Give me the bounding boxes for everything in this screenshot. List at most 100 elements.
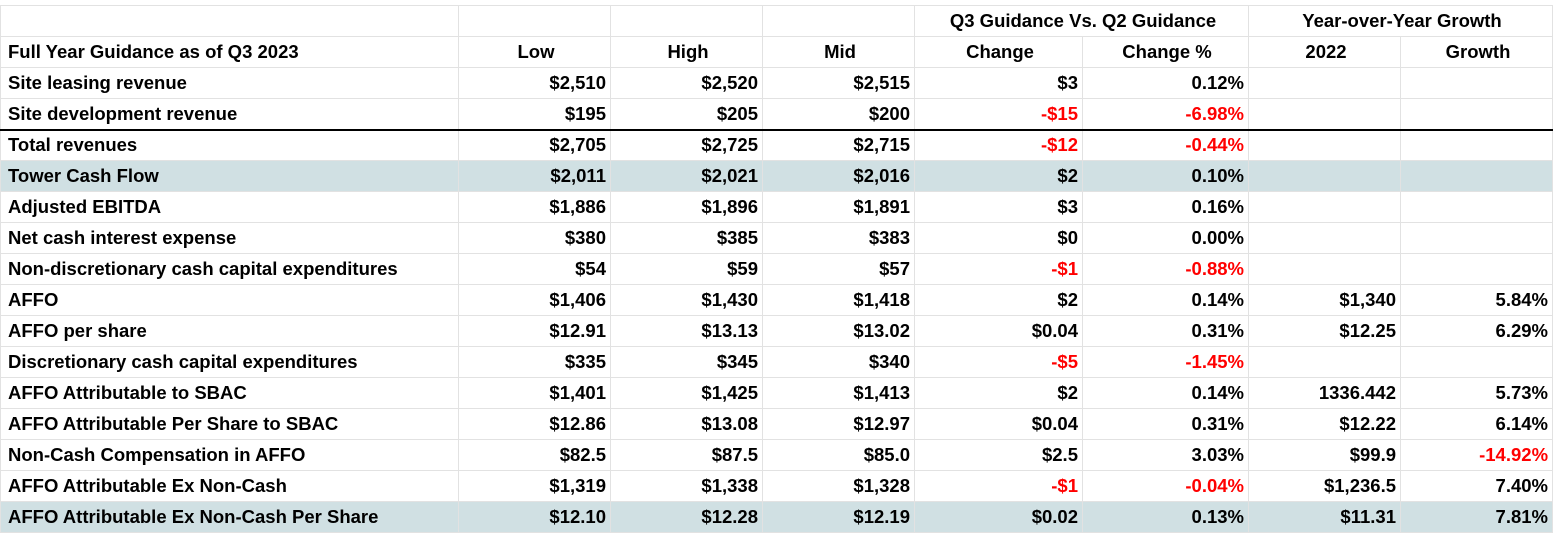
cell: $335: [458, 346, 611, 378]
cell: [1399, 98, 1554, 130]
row-label: Adjusted EBITDA: [0, 191, 459, 223]
table-row: AFFO Attributable Ex Non-Cash $1,319 $1,33…: [0, 470, 1554, 502]
column-header: High: [610, 36, 763, 68]
cell: $2: [914, 284, 1083, 316]
cell: $1,413: [762, 377, 915, 409]
cell: $1,896: [610, 191, 763, 223]
column-header: Mid: [762, 36, 915, 68]
cell: [1248, 67, 1401, 99]
column-header: Full Year Guidance as of Q3 2023: [0, 36, 459, 68]
cell: 6.14%: [1399, 408, 1554, 440]
table-row: Discretionary cash capital expenditures $…: [0, 346, 1554, 378]
column-header: Growth: [1399, 36, 1554, 68]
cell: [1248, 253, 1401, 285]
cell: $345: [610, 346, 763, 378]
table-row: AFFO $1,406 $1,430 $1,418 $2 0.14% $1,340 5.84%: [0, 284, 1554, 316]
cell: $87.5: [610, 439, 763, 471]
cell: $12.19: [762, 501, 915, 533]
cell: [1399, 346, 1554, 378]
cell: $12.86: [458, 408, 611, 440]
table-row: Total revenues $2,705 $2,725 $2,715 -$12 -0.4…: [0, 128, 1554, 161]
cell: -14.92%: [1399, 439, 1554, 471]
group-header: Year-over-Year Growth: [1247, 5, 1554, 37]
cell: $2,520: [610, 67, 763, 99]
cell: 0.13%: [1082, 501, 1249, 533]
cell: $99.9: [1248, 439, 1401, 471]
row-label: Net cash interest expense: [0, 222, 459, 254]
cell: [1248, 128, 1401, 161]
guidance-table: Q3 Guidance Vs. Q2 Guidance Year-over-Ye…: [0, 5, 1554, 533]
group-header-row: Q3 Guidance Vs. Q2 Guidance Year-over-Ye…: [0, 5, 1554, 37]
cell: $0.04: [914, 315, 1083, 347]
cell: $2,725: [610, 128, 763, 161]
cell: $11.31: [1248, 501, 1401, 533]
cell: $1,338: [610, 470, 763, 502]
cell: $12.28: [610, 501, 763, 533]
table-body: Q3 Guidance Vs. Q2 Guidance Year-over-Ye…: [0, 5, 1554, 533]
cell: $12.10: [458, 501, 611, 533]
cell: $0.04: [914, 408, 1083, 440]
column-header: Change: [914, 36, 1083, 68]
cell: $12.91: [458, 315, 611, 347]
cell: $13.13: [610, 315, 763, 347]
cell: 0.14%: [1082, 377, 1249, 409]
cell: -0.44%: [1082, 128, 1249, 161]
table-row: AFFO Attributable Ex Non-Cash Per Share $…: [0, 501, 1554, 533]
row-label: AFFO Attributable Ex Non-Cash Per Share: [0, 501, 459, 533]
cell: 0.16%: [1082, 191, 1249, 223]
cell: [1399, 67, 1554, 99]
cell: 0.14%: [1082, 284, 1249, 316]
row-label: Total revenues: [0, 128, 459, 161]
cell: $2,515: [762, 67, 915, 99]
cell: $59: [610, 253, 763, 285]
cell: $54: [458, 253, 611, 285]
cell: $12.97: [762, 408, 915, 440]
cell: [1399, 160, 1554, 192]
cell: -$1: [914, 253, 1083, 285]
cell: $13.02: [762, 315, 915, 347]
cell: -$1: [914, 470, 1083, 502]
cell: -$12: [914, 128, 1083, 161]
table-row: Non-Cash Compensation in AFFO $82.5 $87.5 $…: [0, 439, 1554, 471]
cell: $2,016: [762, 160, 915, 192]
cell: [1399, 128, 1554, 161]
cell: $2,021: [610, 160, 763, 192]
cell: 7.81%: [1399, 501, 1554, 533]
cell: $2,715: [762, 128, 915, 161]
row-label: AFFO Attributable Ex Non-Cash: [0, 470, 459, 502]
cell: 0.31%: [1082, 408, 1249, 440]
row-label: Tower Cash Flow: [0, 160, 459, 192]
cell: -$5: [914, 346, 1083, 378]
cell: $3: [914, 67, 1083, 99]
table-row: AFFO Attributable to SBAC $1,401 $1,425 $1,…: [0, 377, 1554, 409]
cell: [0, 5, 459, 37]
cell: $205: [610, 98, 763, 130]
cell: 3.03%: [1082, 439, 1249, 471]
cell: 0.31%: [1082, 315, 1249, 347]
cell: [1248, 98, 1401, 130]
cell: 5.73%: [1399, 377, 1554, 409]
cell: $2.5: [914, 439, 1083, 471]
column-header-row: Full Year Guidance as of Q3 2023 Low High M…: [0, 36, 1554, 68]
cell: $2: [914, 160, 1083, 192]
cell: $1,319: [458, 470, 611, 502]
cell: $340: [762, 346, 915, 378]
cell: 0.10%: [1082, 160, 1249, 192]
cell: 7.40%: [1399, 470, 1554, 502]
cell: [1399, 191, 1554, 223]
cell: $12.22: [1248, 408, 1401, 440]
row-label: Site development revenue: [0, 98, 459, 130]
cell: $0: [914, 222, 1083, 254]
table-row: Site development revenue $195 $205 $200 -$15…: [0, 98, 1554, 130]
table-row: Site leasing revenue $2,510 $2,520 $2,515 $3…: [0, 67, 1554, 99]
cell: -6.98%: [1082, 98, 1249, 130]
row-label: Site leasing revenue: [0, 67, 459, 99]
cell: $2,011: [458, 160, 611, 192]
cell: $2,510: [458, 67, 611, 99]
row-label: Non-discretionary cash capital expenditu…: [0, 253, 459, 285]
cell: -$15: [914, 98, 1083, 130]
cell: [610, 5, 763, 37]
cell: [1248, 346, 1401, 378]
cell: -0.04%: [1082, 470, 1249, 502]
